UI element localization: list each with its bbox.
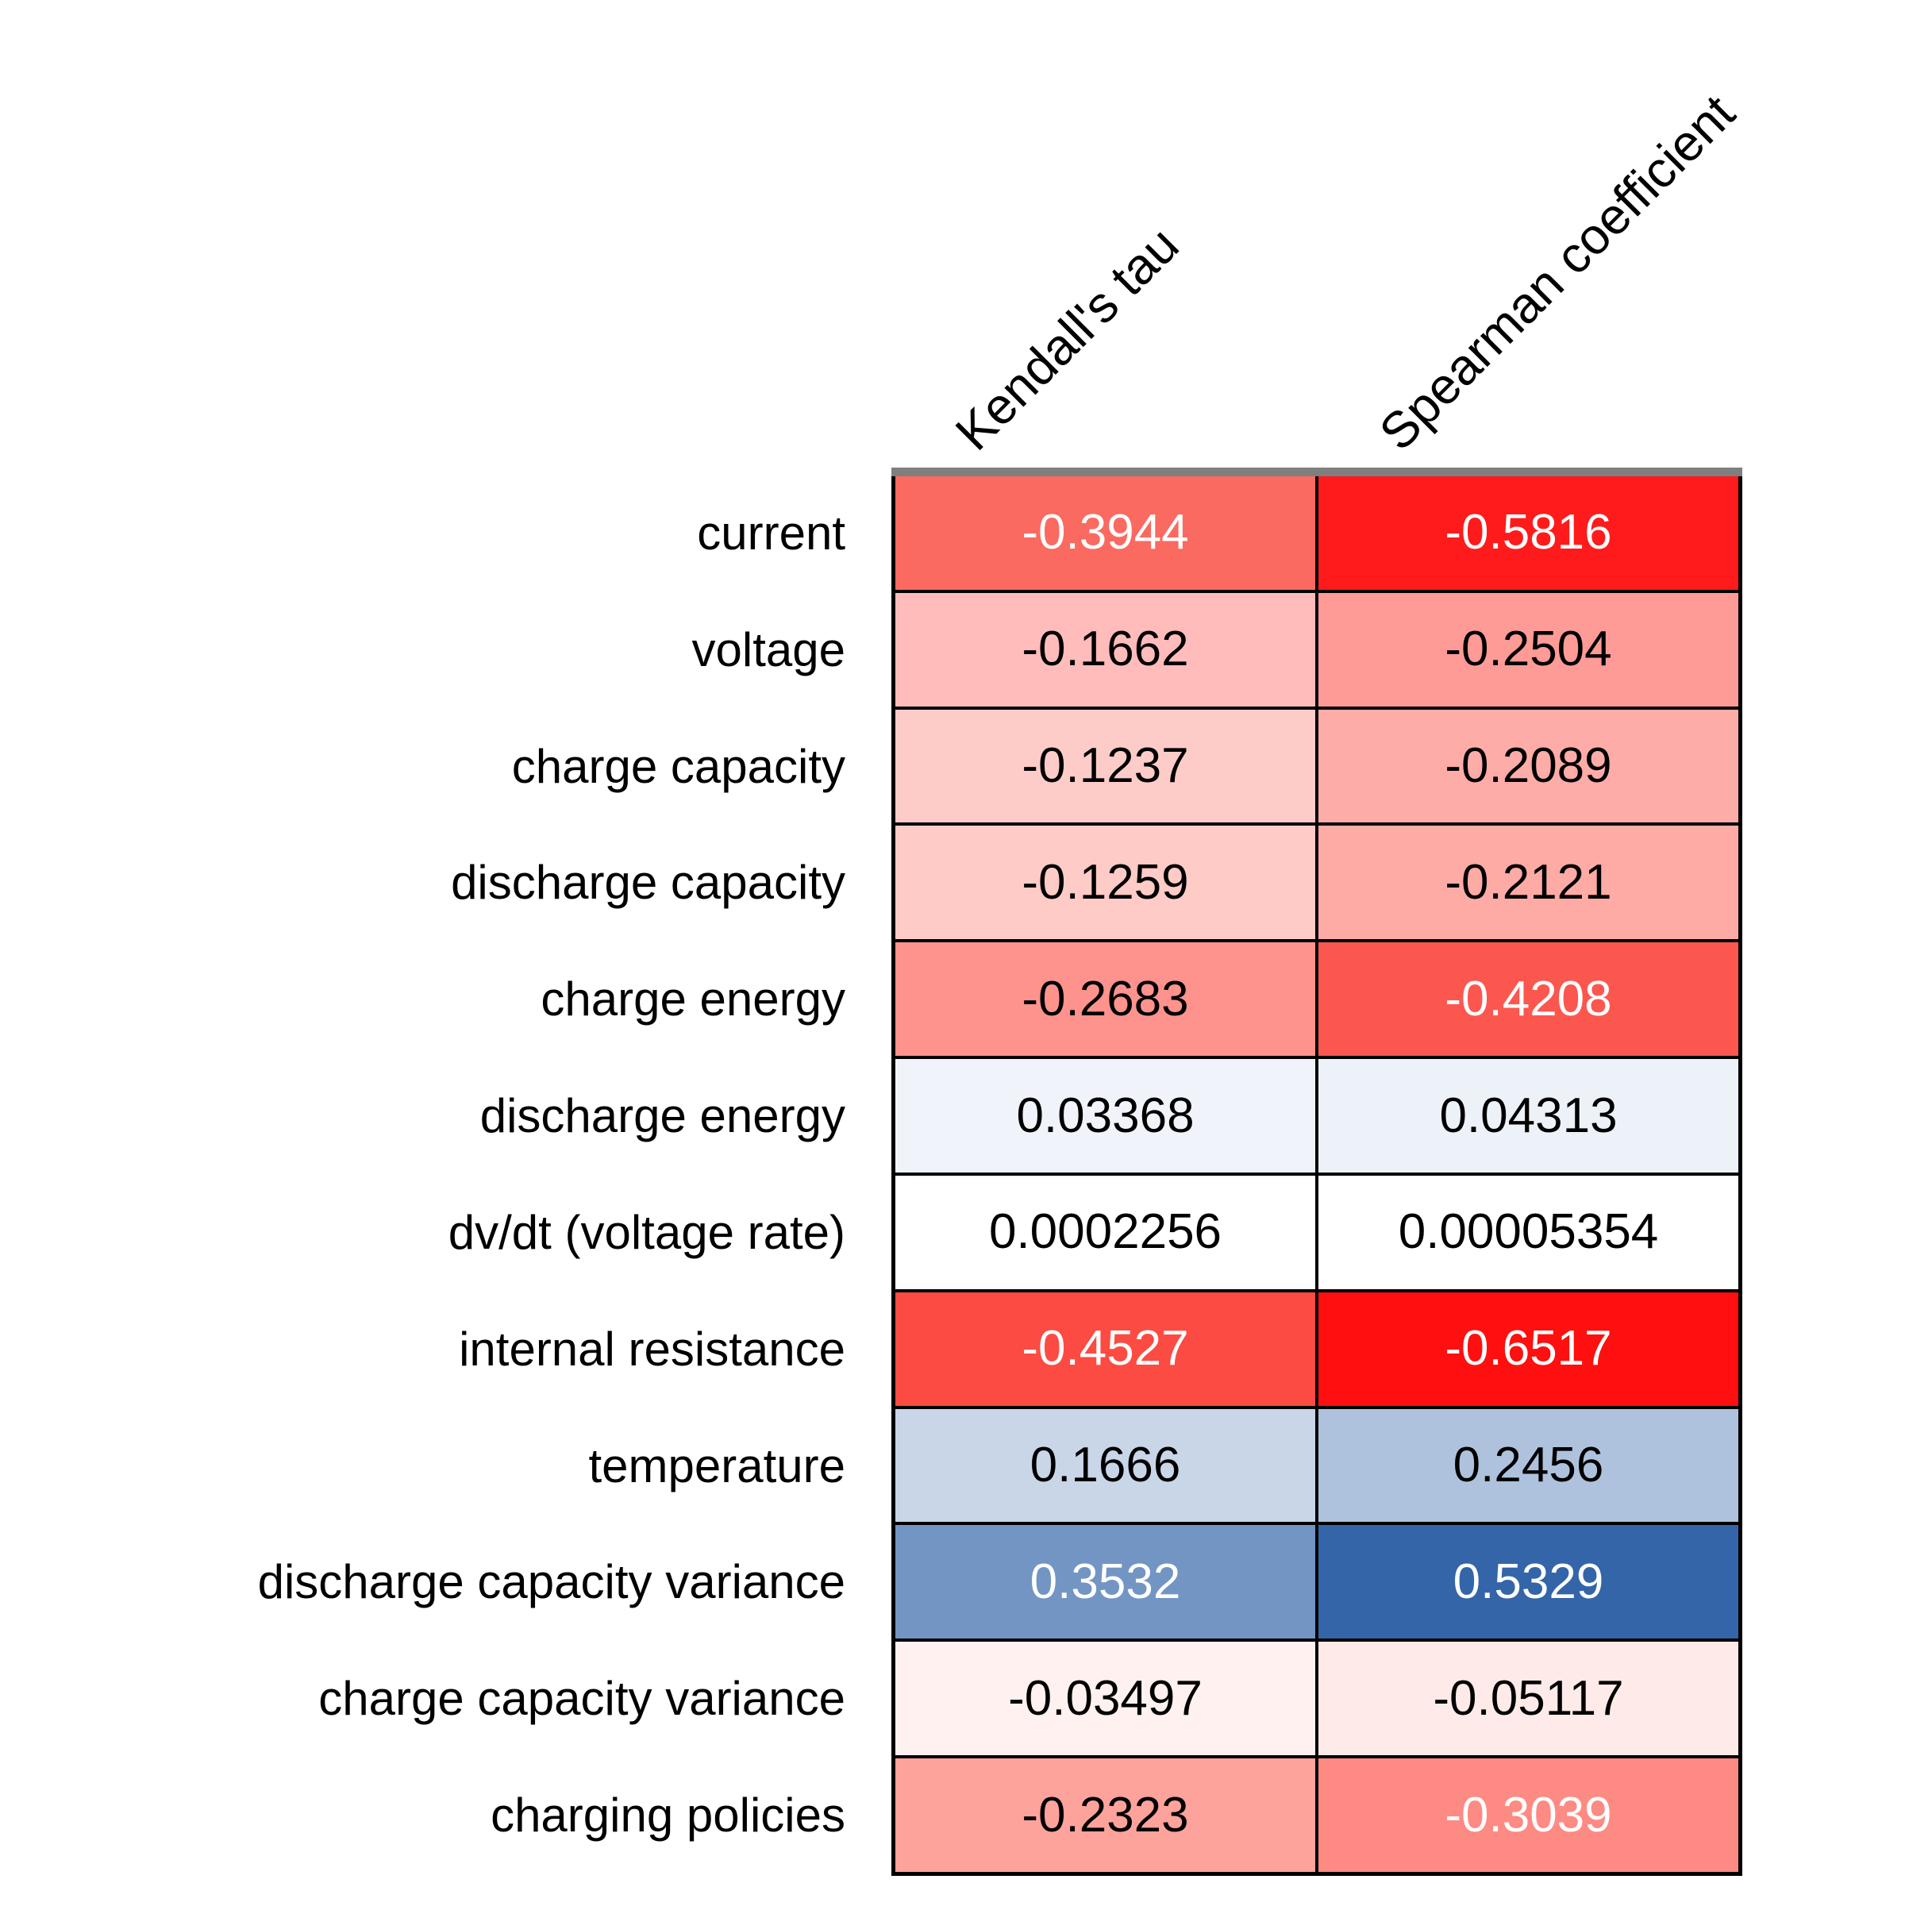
- heatmap-cell: -0.5816: [1318, 476, 1738, 590]
- row-label: discharge energy: [479, 1089, 845, 1143]
- heatmap-cell: -0.2323: [895, 1758, 1315, 1872]
- heatmap-cell: -0.2504: [1318, 592, 1738, 707]
- row-label: charge energy: [541, 972, 845, 1026]
- row-label: temperature: [588, 1438, 846, 1492]
- heatmap-cell: 0.3532: [895, 1525, 1315, 1639]
- heatmap-cell: 0.2456: [1318, 1408, 1738, 1523]
- heatmap-cell: -0.6517: [1318, 1292, 1738, 1406]
- column-header-spearman-coefficient: Spearman coefficient: [1368, 83, 1746, 461]
- heatmap-grid: -0.3944 -0.5816 -0.1662 -0.2504 -0.1237 -0.20…: [891, 476, 1742, 1876]
- heatmap-cell: -0.2121: [1318, 826, 1738, 940]
- row-label: charge capacity: [511, 739, 845, 793]
- heatmap-cell: -0.3944: [895, 476, 1315, 590]
- heatmap-cell: -0.4527: [895, 1292, 1315, 1406]
- heatmap-cell: -0.3039: [1318, 1758, 1738, 1872]
- heatmap-cell: 0.1666: [895, 1408, 1315, 1523]
- heatmap-cell: -0.1259: [895, 826, 1315, 940]
- heatmap-cell: -0.1662: [895, 592, 1315, 707]
- row-label: current: [697, 506, 845, 560]
- table-top-bar: [891, 468, 1742, 476]
- heatmap-cell: -0.2089: [1318, 709, 1738, 823]
- row-label: dv/dt (voltage rate): [448, 1205, 845, 1259]
- row-label: charging policies: [491, 1789, 845, 1843]
- row-label: internal resistance: [459, 1322, 845, 1376]
- heatmap-cell: -0.2683: [895, 942, 1315, 1057]
- row-label: charge capacity variance: [318, 1672, 845, 1726]
- heatmap-cell: -0.05117: [1318, 1642, 1738, 1756]
- heatmap-cell: -0.03497: [895, 1642, 1315, 1756]
- column-header-kendalls-tau: Kendall's tau: [944, 216, 1190, 461]
- heatmap-cell: -0.4208: [1318, 942, 1738, 1057]
- heatmap-cell: 0.00005354: [1318, 1175, 1738, 1289]
- heatmap-cell: 0.0002256: [895, 1175, 1315, 1289]
- heatmap-cell: 0.03368: [895, 1059, 1315, 1173]
- heatmap-cell: 0.5329: [1318, 1525, 1738, 1639]
- row-label: discharge capacity: [451, 856, 845, 910]
- heatmap-cell: -0.1237: [895, 709, 1315, 823]
- row-label: discharge capacity variance: [257, 1555, 845, 1609]
- heatmap-cell: 0.04313: [1318, 1059, 1738, 1173]
- row-labels: current voltage charge capacity discharge c…: [0, 476, 869, 1872]
- row-label: voltage: [691, 622, 845, 676]
